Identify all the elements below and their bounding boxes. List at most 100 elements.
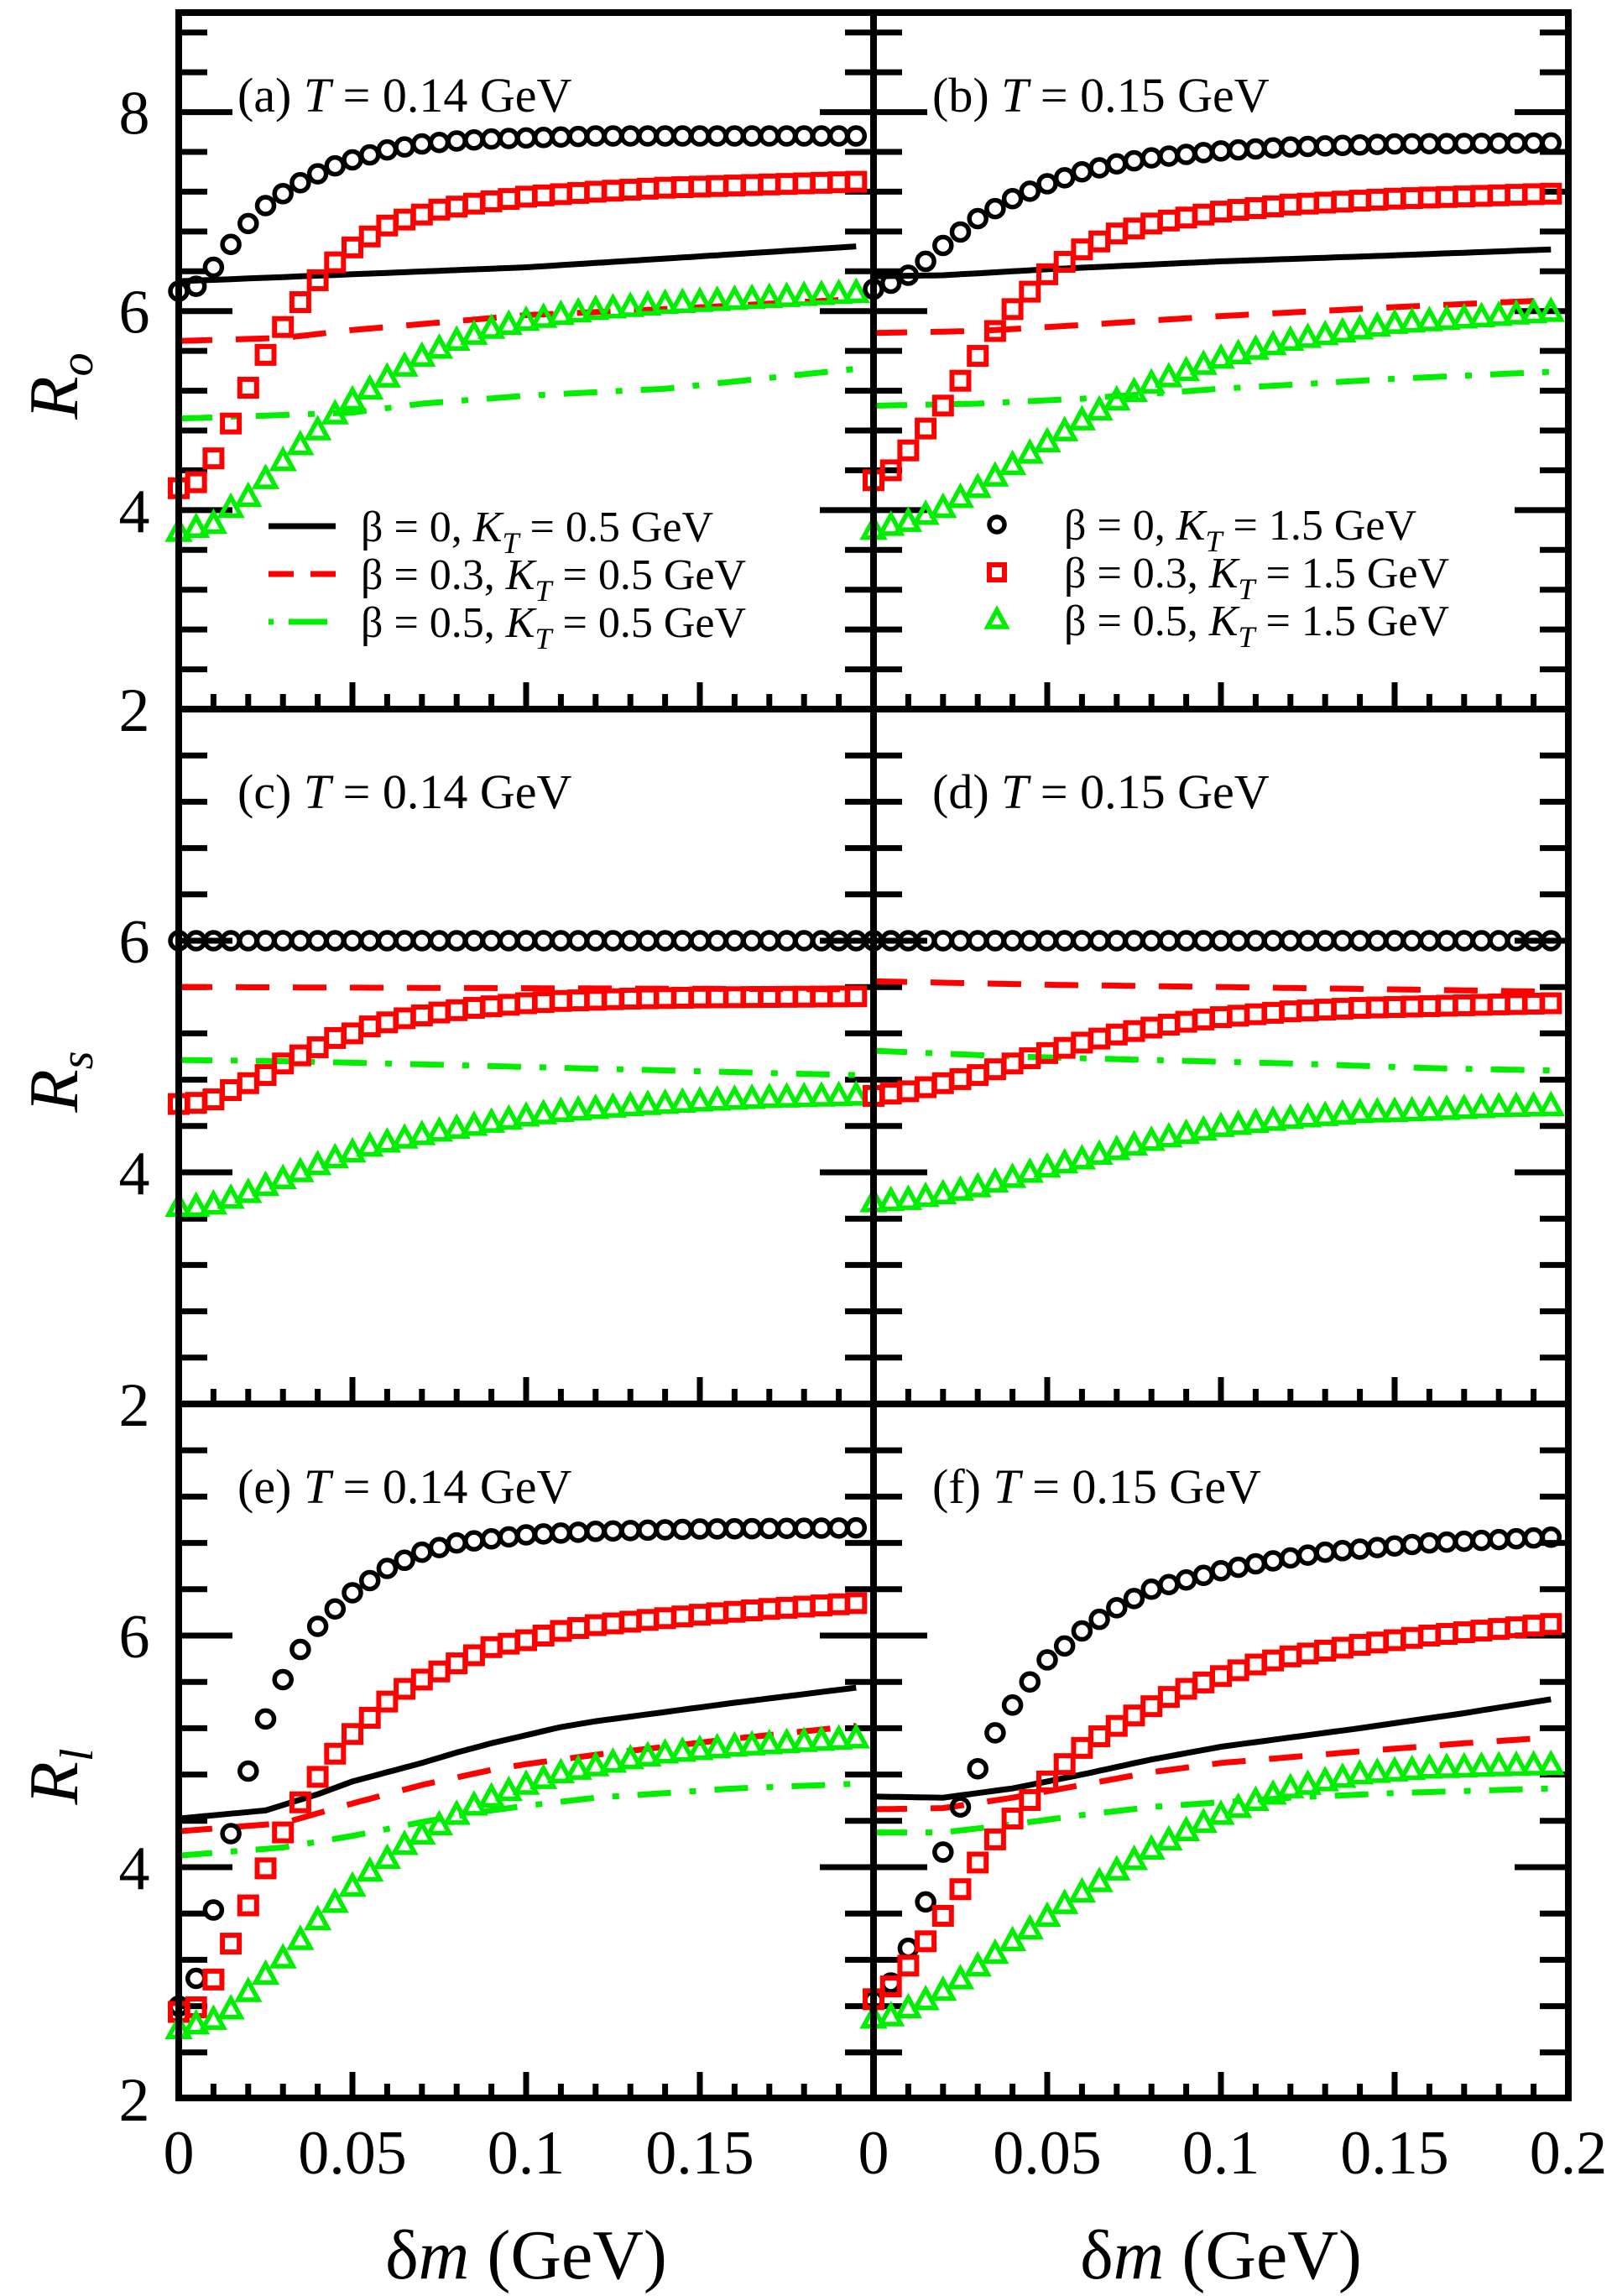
data-point-triangle [634,290,662,316]
data-point-square [324,251,347,274]
data-point-triangle [1224,338,1253,365]
data-point-triangle [598,1092,628,1118]
data-point-circle [1001,930,1024,952]
data-point-square [1019,1788,1041,1811]
data-point-circle [1505,132,1527,154]
data-point-square [619,179,642,201]
data-point-circle [428,930,451,952]
data-point-circle [1210,930,1232,952]
data-point-circle [324,154,347,177]
data-point-circle [1019,1671,1041,1693]
data-point-square [689,175,711,198]
data-point-triangle [494,309,523,336]
data-point-triangle [1519,297,1548,324]
data-point-triangle [1363,1097,1391,1123]
data-point-triangle [616,1090,644,1117]
legend-swatch-circle [987,514,1007,535]
data-point-square [723,1600,746,1623]
data-point-square [949,369,972,392]
data-point-square [1036,1041,1058,1064]
panel-label-e: (e) T = 0.14 GeV [237,1459,571,1514]
data-point-triangle [1328,1761,1357,1788]
data-point-square [532,184,555,206]
data-point-square [1157,1014,1180,1036]
x-tick-label: 0.1 [488,2119,566,2188]
line-beta05-kt05-panel-a [178,366,857,422]
data-point-circle [289,1638,311,1661]
markers-beta05-kt15-panel-b [859,296,1565,540]
data-point-triangle [1380,1096,1409,1122]
data-point-square [237,377,259,399]
data-point-circle [654,930,676,952]
data-point-circle [532,930,555,952]
data-point-square [1157,209,1180,232]
data-point-circle [1522,132,1545,154]
data-point-square [967,1851,989,1874]
data-point-square [1262,1001,1285,1024]
data-point-triangle [842,1723,870,1749]
data-point-triangle [303,1904,332,1931]
data-point-triangle [1536,1090,1565,1117]
data-point-square [394,208,416,231]
line-beta05-kt05-panel-d [873,1047,1552,1074]
data-point-circle [342,930,363,952]
data-point-square [1470,994,1493,1016]
data-point-circle [689,125,711,147]
markers-beta0-kt15-panel-a [168,125,868,302]
data-point-circle [1140,1578,1162,1600]
data-point-triangle [1207,1799,1235,1825]
data-point-circle [1262,137,1284,159]
data-point-circle [567,1521,589,1543]
data-point-square [967,1064,989,1087]
data-point-circle [498,128,520,149]
data-point-square [636,177,659,200]
data-point-circle [446,130,467,152]
data-point-triangle [1015,1156,1044,1183]
data-point-square [1505,184,1527,206]
data-point-square [1314,999,1337,1021]
data-point-triangle [529,1763,558,1789]
data-point-triangle [1259,329,1287,356]
y-tick-label: 4 [119,1140,150,1208]
data-point-circle [1140,147,1162,169]
data-point-square [706,986,728,1009]
data-point-circle [428,131,451,154]
data-point-triangle [251,463,280,489]
data-point-triangle [1415,1095,1444,1121]
data-point-square [1296,1642,1319,1665]
data-point-square [758,1598,780,1620]
data-point-circle [376,138,399,161]
data-point-circle [1192,930,1215,952]
data-point-triangle [1484,300,1513,326]
labels-layer: (a) T = 0.14 GeV (b) T = 0.15 GeV (c) T = … [15,68,1607,2294]
data-point-triangle [442,1113,471,1139]
data-point-square [1088,1725,1111,1748]
data-point-square [1418,994,1441,1017]
data-point-triangle [373,1127,402,1153]
data-point-square [410,1668,433,1691]
data-point-square [775,1596,798,1619]
data-point-square [376,1690,399,1713]
data-point-square [376,214,399,237]
data-point-square [358,1706,381,1729]
data-point-square [202,1968,225,1991]
data-point-triangle [755,1728,784,1755]
data-point-square [1088,1027,1111,1050]
data-point-circle [723,1517,746,1540]
data-point-circle [585,125,607,147]
data-point-triangle [390,1123,419,1149]
data-point-square [1140,1016,1163,1039]
data-point-triangle [460,1110,488,1136]
data-point-square [428,1001,451,1024]
data-point-circle [1418,930,1441,952]
data-point-square [1071,1031,1093,1054]
data-point-circle [1019,930,1041,952]
data-point-circle [1244,930,1267,952]
data-point-circle [845,125,868,147]
data-point-circle [689,930,711,952]
data-point-triangle [650,1088,680,1114]
data-point-circle [827,1517,850,1539]
data-point-circle [949,1796,972,1818]
data-point-circle [1123,930,1145,952]
data-point-triangle [790,1081,818,1108]
